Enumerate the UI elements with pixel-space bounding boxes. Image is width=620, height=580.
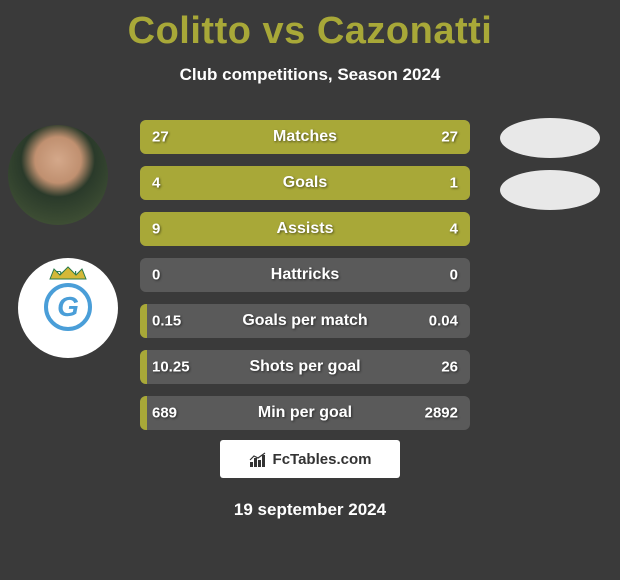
stat-label: Shots per goal [249,358,360,376]
stat-label: Goals per match [242,312,367,330]
stat-value-right: 0 [450,267,458,284]
comparison-date: 19 september 2024 [234,500,386,520]
stat-fill-left [140,396,147,430]
stat-row: Min per goal 689 2892 [140,396,470,430]
stat-value-right: 26 [441,359,458,376]
stat-fill-left [140,304,147,338]
chart-icon [249,450,267,468]
stat-value-left: 4 [152,175,160,192]
branding-badge: FcTables.com [220,440,400,478]
stat-row: Matches 27 27 [140,120,470,154]
stat-value-left: 0 [152,267,160,284]
stat-row: Goals 4 1 [140,166,470,200]
stat-label: Assists [277,220,334,238]
stat-fill-left [140,350,147,384]
stat-value-right: 1 [450,175,458,192]
player2-avatar-bottom [500,170,600,210]
stat-row: Shots per goal 10.25 26 [140,350,470,384]
stat-value-left: 689 [152,405,177,422]
crown-icon [48,265,88,281]
stat-fill-right [404,166,470,200]
comparison-subtitle: Club competitions, Season 2024 [0,65,620,85]
player1-avatar [8,125,108,225]
stat-value-right: 2892 [425,405,458,422]
stat-row: Goals per match 0.15 0.04 [140,304,470,338]
stat-value-right: 27 [441,129,458,146]
comparison-title: Colitto vs Cazonatti [0,0,620,53]
stat-fill-left [140,166,404,200]
stat-value-left: 10.25 [152,359,190,376]
team-letter-circle: G [44,283,92,331]
stat-label: Goals [283,174,327,192]
stat-value-right: 0.04 [429,313,458,330]
stat-value-right: 4 [450,221,458,238]
stat-label: Hattricks [271,266,339,284]
stat-value-left: 27 [152,129,169,146]
branding-text: FcTables.com [273,451,372,468]
stat-value-left: 0.15 [152,313,181,330]
stats-container: Matches 27 27 Goals 4 1 Assists 9 4 Hattricks 0 0 Go… [140,120,470,442]
stat-label: Matches [273,128,337,146]
stat-row: Assists 9 4 [140,212,470,246]
stat-row: Hattricks 0 0 [140,258,470,292]
team-logo: REAL G [18,258,118,358]
stat-label: Min per goal [258,404,352,422]
stat-value-left: 9 [152,221,160,238]
player2-avatar-top [500,118,600,158]
